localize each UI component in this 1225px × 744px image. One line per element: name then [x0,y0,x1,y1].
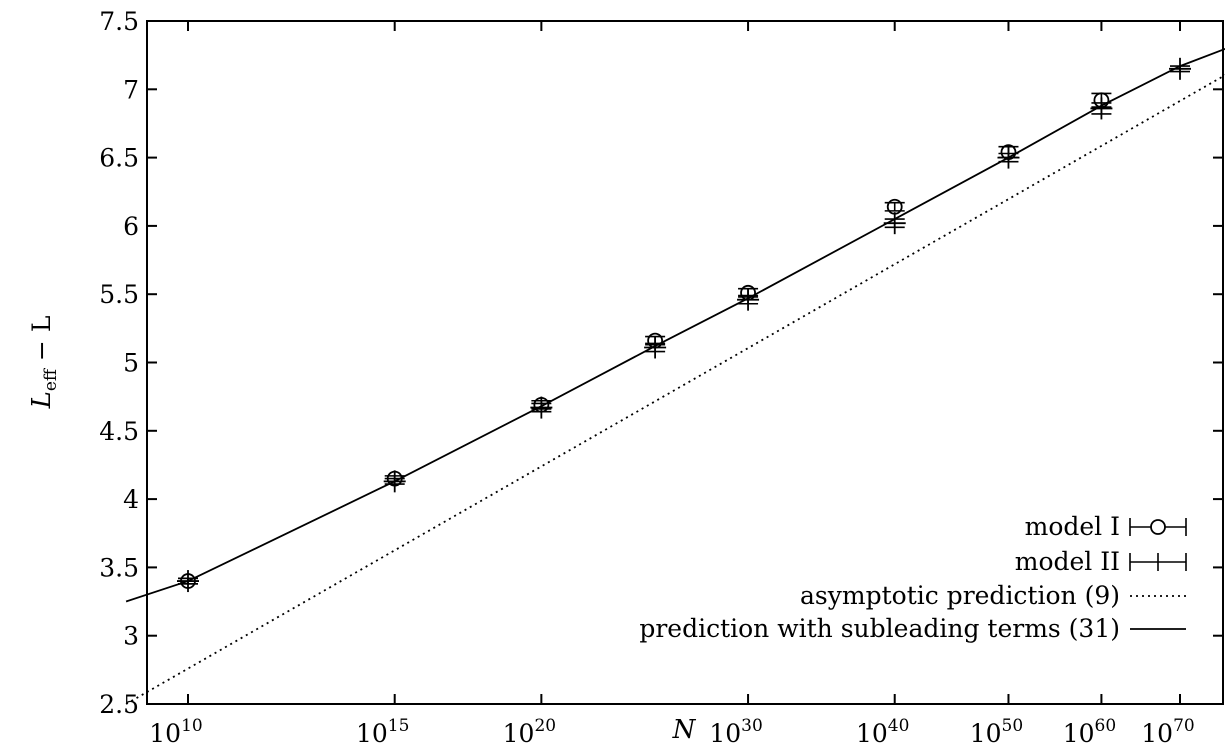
y-tick-label: 4 [123,485,139,514]
x-tick-exponent: 10 [181,716,203,736]
x-tick-base: 10 [356,719,388,744]
x-tick-label: 1030 [709,716,762,744]
legend: model I model II asymptotic prediction (9)… [639,512,1187,643]
x-tick-base: 10 [970,719,1002,744]
x-tick-label: 1020 [503,716,556,744]
x-tick-exponent: 40 [888,716,910,736]
y-tick-label: 6.5 [99,144,139,173]
y-axis-ticks: 2.5 3 3.5 4 4.5 5 5.5 6 6.5 7 7.5 [99,7,1223,719]
legend-label: prediction with subleading terms (31) [639,614,1120,643]
x-tick-base: 10 [503,719,535,744]
x-tick-label: 1060 [1063,716,1116,744]
x-axis-label: N [672,715,697,744]
y-tick-label: 7.5 [99,7,139,36]
y-tick-label: 5 [123,349,139,378]
y-axis-label-main: L [27,391,57,409]
y-tick-label: 4.5 [99,417,139,446]
y-tick-label: 2.5 [99,690,139,719]
x-tick-label: 1050 [970,716,1023,744]
y-axis-label-rest: − L [27,316,56,369]
x-tick-label: 1040 [856,716,909,744]
x-tick-label: 1015 [356,716,409,744]
legend-symbol-model-i-circle [1150,519,1166,535]
legend-label: model II [1015,547,1120,576]
x-tick-base: 10 [149,719,181,744]
legend-label: asymptotic prediction (9) [800,581,1120,610]
x-tick-label: 1010 [149,716,202,744]
x-tick-exponent: 50 [1002,716,1024,736]
y-tick-label: 3 [123,622,139,651]
x-tick-exponent: 30 [741,716,763,736]
y-tick-label: 7 [123,75,139,104]
x-tick-exponent: 60 [1095,716,1117,736]
x-tick-exponent: 70 [1173,716,1195,736]
x-tick-exponent: 20 [534,716,556,736]
x-axis-ticks: 1010 1015 1020 1030 1040 1050 1060 1070 [149,21,1195,744]
y-axis-label-sub: eff [41,367,61,391]
x-tick-exponent: 15 [388,716,410,736]
y-axis-label: Leff − L [27,316,61,410]
y-tick-label: 6 [123,212,139,241]
x-tick-base: 10 [1141,719,1173,744]
x-tick-label: 1070 [1141,716,1194,744]
data-markers [177,57,1191,593]
x-tick-base: 10 [709,719,741,744]
legend-label: model I [1025,512,1120,541]
x-tick-base: 10 [1063,719,1095,744]
y-tick-label: 5.5 [99,280,139,309]
x-tick-base: 10 [856,719,888,744]
y-tick-label: 3.5 [99,553,139,582]
